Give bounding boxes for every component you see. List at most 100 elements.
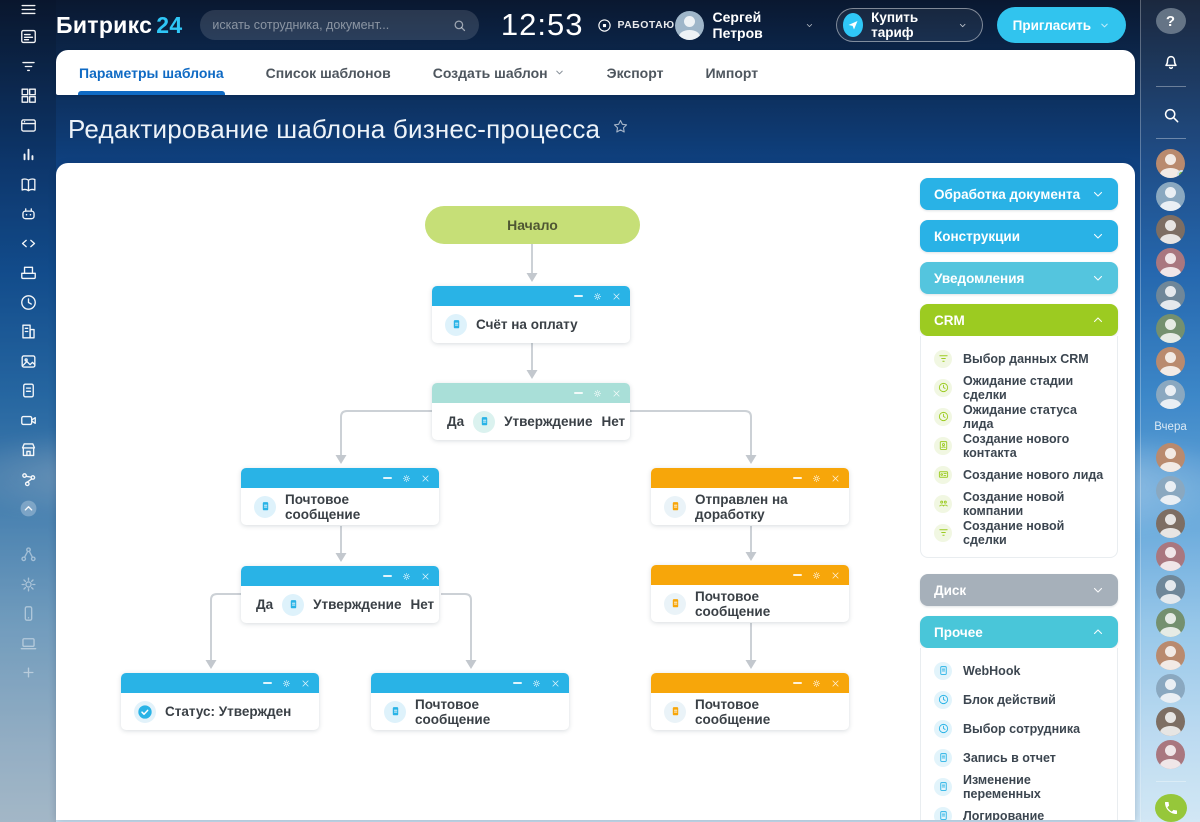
sites-window-icon[interactable] bbox=[19, 116, 38, 135]
company-building-icon[interactable] bbox=[19, 322, 38, 341]
chat-avatar[interactable] bbox=[1156, 149, 1185, 179]
close-icon[interactable] bbox=[831, 679, 840, 688]
menu-icon[interactable] bbox=[19, 0, 38, 19]
chat-avatar[interactable] bbox=[1156, 215, 1185, 245]
documents-icon[interactable] bbox=[19, 381, 38, 400]
chat-avatar[interactable] bbox=[1156, 641, 1185, 671]
close-icon[interactable] bbox=[831, 571, 840, 580]
tab-template-list[interactable]: Список шаблонов bbox=[245, 50, 412, 95]
chat-avatar[interactable] bbox=[1156, 248, 1185, 278]
action-item[interactable]: Создание новой сделки bbox=[921, 518, 1117, 547]
action-item[interactable]: Создание новой компании bbox=[921, 489, 1117, 518]
section-disk[interactable]: Диск bbox=[920, 574, 1118, 606]
chat-avatar[interactable] bbox=[1156, 443, 1185, 473]
mobile-app-icon[interactable] bbox=[19, 604, 38, 623]
chat-avatar[interactable] bbox=[1156, 347, 1185, 377]
tab-export[interactable]: Экспорт bbox=[586, 50, 685, 95]
close-icon[interactable] bbox=[421, 474, 430, 483]
node-settings-gear-icon[interactable] bbox=[401, 571, 412, 582]
section-constructions[interactable]: Конструкции bbox=[920, 220, 1118, 252]
chat-avatar[interactable] bbox=[1156, 182, 1185, 212]
action-item[interactable]: Выбор данных CRM bbox=[921, 344, 1117, 373]
action-item[interactable]: Логирование bbox=[921, 801, 1117, 820]
tab-template-parameters[interactable]: Параметры шаблона bbox=[58, 50, 245, 95]
add-plus-icon[interactable] bbox=[19, 663, 38, 682]
section-misc[interactable]: Прочее bbox=[920, 616, 1118, 648]
current-user[interactable]: Сергей Петров bbox=[674, 9, 814, 41]
worktime-clock[interactable]: 12:53 bbox=[500, 7, 584, 42]
video-call-icon[interactable] bbox=[19, 411, 38, 430]
desktop-app-icon[interactable] bbox=[19, 634, 38, 653]
node-settings-gear-icon[interactable] bbox=[811, 678, 822, 689]
chat-avatar[interactable] bbox=[1156, 509, 1185, 539]
search-input[interactable] bbox=[212, 18, 452, 32]
section-notifications[interactable]: Уведомления bbox=[920, 262, 1118, 294]
minimize-icon[interactable] bbox=[513, 682, 522, 684]
buy-tariff-button[interactable]: Купить тариф bbox=[835, 8, 983, 42]
global-search[interactable] bbox=[200, 10, 479, 40]
market-store-icon[interactable] bbox=[19, 440, 38, 459]
time-clock-icon[interactable] bbox=[19, 293, 38, 312]
flow-node-rework[interactable]: Отправлен на доработку bbox=[651, 468, 849, 525]
chat-avatar[interactable] bbox=[1156, 575, 1185, 605]
flow-node-mail-1[interactable]: Почтовое сообщение bbox=[241, 468, 439, 525]
minimize-icon[interactable] bbox=[383, 575, 392, 577]
node-settings-gear-icon[interactable] bbox=[281, 678, 292, 689]
minimize-icon[interactable] bbox=[263, 682, 272, 684]
flow-node-approval-2[interactable]: Да Утверждение Нет bbox=[241, 566, 439, 623]
section-crm[interactable]: CRM bbox=[920, 304, 1118, 336]
close-icon[interactable] bbox=[612, 389, 621, 398]
notifications-bell-icon[interactable] bbox=[1158, 51, 1184, 74]
node-settings-gear-icon[interactable] bbox=[811, 473, 822, 484]
close-icon[interactable] bbox=[421, 572, 430, 581]
flow-node-status-approved[interactable]: Статус: Утвержден bbox=[121, 673, 319, 730]
print-dock-icon[interactable] bbox=[19, 263, 38, 282]
tab-create-template[interactable]: Создать шаблон bbox=[412, 50, 586, 95]
apps-grid-icon[interactable] bbox=[19, 86, 38, 105]
action-item[interactable]: Изменение переменных bbox=[921, 772, 1117, 801]
invite-button[interactable]: Пригласить bbox=[996, 7, 1126, 43]
node-settings-gear-icon[interactable] bbox=[592, 388, 603, 399]
chat-avatar[interactable] bbox=[1156, 281, 1185, 311]
workflow-canvas[interactable]: Начало Счёт на оплату bbox=[56, 163, 1135, 820]
minimize-icon[interactable] bbox=[383, 477, 392, 479]
media-gallery-icon[interactable] bbox=[19, 352, 38, 371]
action-item[interactable]: Создание нового лида bbox=[921, 460, 1117, 489]
live-feed-icon[interactable] bbox=[19, 27, 38, 46]
chat-avatar[interactable] bbox=[1156, 608, 1185, 638]
action-item[interactable]: Создание нового контакта bbox=[921, 431, 1117, 460]
minimize-icon[interactable] bbox=[793, 574, 802, 576]
integrations-dots-icon[interactable] bbox=[19, 470, 38, 489]
flow-node-mail-orange-1[interactable]: Почтовое сообщение bbox=[651, 565, 849, 622]
node-settings-gear-icon[interactable] bbox=[811, 570, 822, 581]
work-status-chip[interactable]: РАБОТАЮ bbox=[597, 18, 674, 33]
minimize-icon[interactable] bbox=[574, 392, 583, 394]
knowledge-book-icon[interactable] bbox=[19, 175, 38, 194]
action-item[interactable]: WebHook bbox=[921, 656, 1117, 685]
node-settings-gear-icon[interactable] bbox=[531, 678, 542, 689]
network-share-icon[interactable] bbox=[19, 545, 38, 564]
chat-avatar[interactable] bbox=[1156, 707, 1185, 737]
bitrix24-logo[interactable]: Битрикс 24 bbox=[56, 12, 182, 39]
automation-robot-icon[interactable] bbox=[19, 204, 38, 223]
flow-node-mail-2[interactable]: Почтовое сообщение bbox=[371, 673, 569, 730]
node-settings-gear-icon[interactable] bbox=[401, 473, 412, 484]
settings-gear-icon[interactable] bbox=[19, 575, 38, 594]
close-icon[interactable] bbox=[301, 679, 310, 688]
help-icon[interactable]: ? bbox=[1155, 8, 1186, 35]
chat-avatar[interactable] bbox=[1156, 380, 1185, 410]
chat-avatar[interactable] bbox=[1156, 674, 1185, 704]
minimize-icon[interactable] bbox=[793, 682, 802, 684]
flow-node-mail-orange-2[interactable]: Почтовое сообщение bbox=[651, 673, 849, 730]
chat-avatar[interactable] bbox=[1156, 314, 1185, 344]
minimize-icon[interactable] bbox=[793, 477, 802, 479]
phone-call-icon[interactable] bbox=[1154, 794, 1187, 822]
action-item[interactable]: Ожидание стадии сделки bbox=[921, 373, 1117, 402]
developer-code-icon[interactable] bbox=[19, 234, 38, 253]
close-icon[interactable] bbox=[831, 474, 840, 483]
minimize-icon[interactable] bbox=[574, 295, 583, 297]
crm-funnel-icon[interactable] bbox=[19, 57, 38, 76]
chat-search-icon[interactable] bbox=[1158, 104, 1184, 127]
chat-avatar[interactable] bbox=[1156, 476, 1185, 506]
node-settings-gear-icon[interactable] bbox=[592, 291, 603, 302]
